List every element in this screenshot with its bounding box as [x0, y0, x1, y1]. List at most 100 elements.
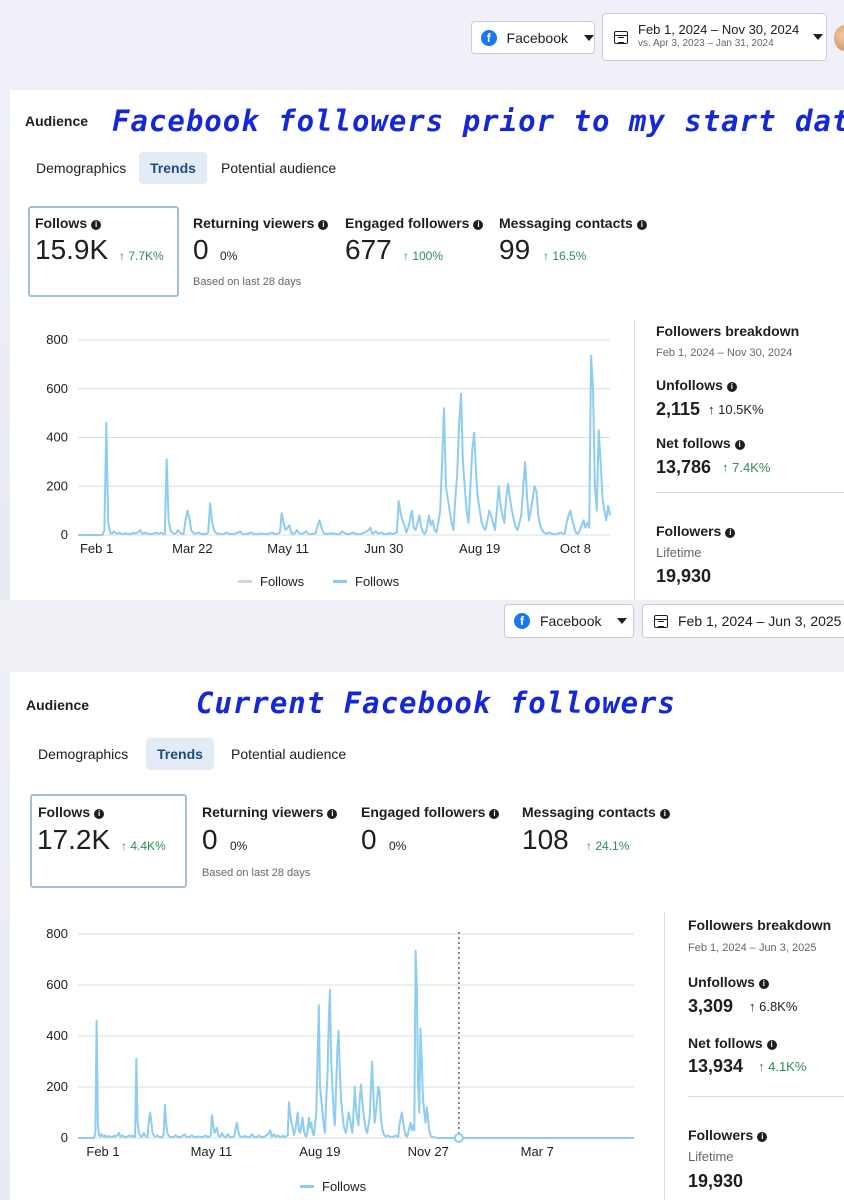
net-follows-label: Net follows i	[688, 1035, 777, 1051]
follows-chart-top[interactable]: 0 200 400 600 800 Feb 1 Mar 22 May 11 Jun 30 Aug …	[30, 325, 620, 565]
unfollows-change: ↑ 10.5K%	[708, 402, 764, 417]
y-tick-label: 200	[46, 1079, 68, 1094]
metric-label[interactable]: Engaged followers i	[345, 215, 484, 231]
overlay-title: Current Facebook followers	[196, 686, 676, 720]
info-icon: i	[473, 220, 484, 230]
info-icon: i	[327, 809, 338, 819]
tab-potential-audience[interactable]: Potential audience	[231, 746, 347, 762]
info-icon: i	[94, 809, 105, 819]
metric-label[interactable]: Messaging contacts i	[522, 804, 670, 820]
metric-change: ↑ 7.7K%	[119, 249, 164, 263]
facebook-icon: f	[481, 29, 497, 46]
y-tick-label: 0	[61, 1130, 68, 1145]
unfollows-value: 3,309	[688, 996, 734, 1016]
followers-label: Followers i	[656, 523, 736, 539]
platform-dropdown[interactable]: f Facebook	[471, 21, 595, 54]
y-tick-label: 800	[46, 926, 68, 941]
metric-value: 677	[345, 234, 392, 265]
legend-item[interactable]: Follows	[300, 1179, 366, 1194]
followers-value: 19,930	[688, 1171, 744, 1191]
tab-trends[interactable]: Trends	[139, 152, 207, 184]
y-tick-label: 400	[46, 1028, 68, 1043]
metric-value: 17.2K	[37, 824, 111, 855]
facebook-icon: f	[514, 613, 530, 629]
followers-label: Followers i	[688, 1127, 768, 1143]
x-tick-label: Jun 30	[364, 541, 403, 556]
platform-dropdown-label: Facebook	[506, 29, 568, 46]
series-line-follows	[78, 354, 611, 536]
tab-demographics[interactable]: Demographics	[38, 746, 129, 762]
legend-item[interactable]: Follows	[238, 574, 304, 589]
x-tick-label: Mar 7	[521, 1144, 554, 1159]
info-icon: i	[726, 382, 737, 392]
metric-card-follows[interactable]	[30, 794, 187, 888]
follows-chart-bottom[interactable]: 0 200 400 600 800 Feb 1 May 11 Aug 19 Nov 27 Mar …	[30, 918, 640, 1168]
info-icon: i	[766, 1040, 777, 1050]
metric-label[interactable]: Engaged followers i	[361, 804, 500, 820]
y-tick-label: 600	[46, 977, 68, 992]
tab-potential-audience[interactable]: Potential audience	[221, 160, 337, 176]
metric-change: 0%	[220, 249, 238, 263]
net-follows-value: 13,934	[688, 1056, 744, 1076]
unfollows-label: Unfollows i	[688, 974, 769, 990]
metric-change: 0%	[230, 839, 248, 853]
date-marker-point	[453, 1133, 464, 1143]
info-icon: i	[659, 809, 670, 819]
chevron-down-icon	[617, 618, 628, 624]
avatar[interactable]	[834, 25, 844, 51]
date-range-primary: Feb 1, 2024 – Nov 30, 2024	[638, 22, 800, 37]
y-tick-label: 800	[46, 332, 68, 347]
metric-value: 99	[499, 234, 531, 265]
metric-label[interactable]: Returning viewers i	[193, 215, 329, 231]
metric-label[interactable]: Returning viewers i	[202, 804, 338, 820]
y-tick-label: 200	[46, 478, 68, 493]
y-tick-label: 0	[61, 527, 68, 542]
x-tick-label: Feb 1	[86, 1144, 119, 1159]
y-tick-label: 400	[46, 430, 68, 445]
info-icon: i	[757, 1132, 768, 1142]
divider	[688, 1096, 844, 1097]
breakdown-date: Feb 1, 2024 – Jun 3, 2025	[688, 942, 817, 954]
metric-label[interactable]: Messaging contacts i	[499, 215, 647, 231]
legend-swatch	[333, 580, 347, 583]
x-tick-label: Feb 1	[80, 541, 113, 556]
chevron-down-icon	[813, 34, 824, 40]
unfollows-change: ↑ 6.8K%	[749, 999, 798, 1014]
date-range-picker[interactable]: Feb 1, 2024 – Nov 30, 2024 vs. Apr 3, 20…	[602, 13, 827, 61]
x-tick-label: May 11	[267, 541, 309, 556]
followers-sub: Lifetime	[656, 545, 702, 560]
divider	[634, 320, 635, 600]
x-tick-label: Mar 22	[172, 541, 212, 556]
metric-change: ↑ 100%	[403, 249, 444, 263]
calendar-icon	[654, 614, 668, 628]
breakdown-title: Followers breakdown	[688, 917, 832, 933]
overlay-title: Facebook followers prior to my start dat…	[112, 104, 844, 138]
metric-sub: Based on last 28 days	[193, 276, 302, 288]
calendar-icon	[614, 30, 628, 44]
breakdown-title: Followers breakdown	[656, 323, 800, 339]
metric-value: 15.9K	[35, 234, 109, 265]
metric-value: 0	[202, 824, 218, 855]
tab-trends[interactable]: Trends	[146, 738, 214, 770]
unfollows-value: 2,115	[656, 399, 701, 419]
metric-label: Follows i	[35, 215, 102, 231]
divider	[656, 492, 844, 493]
info-icon: i	[318, 220, 329, 230]
breakdown-date: Feb 1, 2024 – Nov 30, 2024	[656, 347, 793, 359]
info-icon: i	[489, 809, 500, 819]
x-tick-label: Aug 19	[459, 541, 500, 556]
metric-card-follows[interactable]	[28, 206, 179, 297]
tab-demographics[interactable]: Demographics	[36, 160, 127, 176]
metric-value: 0	[361, 824, 377, 855]
net-follows-change: ↑ 4.1K%	[758, 1059, 807, 1074]
metric-change: ↑ 16.5%	[543, 249, 587, 263]
metric-value: 108	[522, 824, 569, 855]
platform-dropdown[interactable]: f Facebook	[504, 604, 634, 638]
legend-item[interactable]: Follows	[333, 574, 399, 589]
section-title: Audience	[25, 113, 89, 129]
chevron-down-icon	[584, 34, 594, 41]
info-icon: i	[636, 220, 647, 230]
section-title: Audience	[26, 697, 90, 713]
date-range-picker[interactable]: Feb 1, 2024 – Jun 3, 2025	[642, 604, 844, 638]
net-follows-value: 13,786	[656, 457, 712, 477]
